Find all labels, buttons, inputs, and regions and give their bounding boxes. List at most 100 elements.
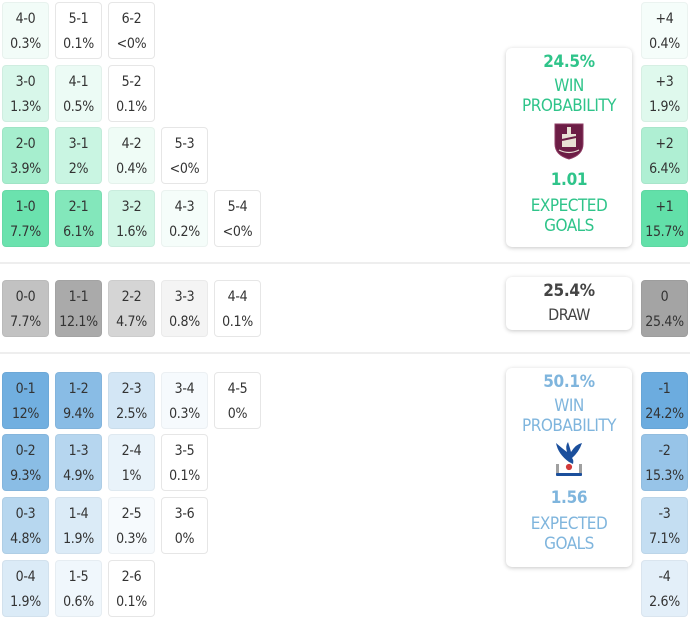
margin-cell-label: +1 xyxy=(655,199,674,215)
divider-bottom xyxy=(0,352,690,354)
margin-cell-label: -3 xyxy=(658,506,671,522)
margin-cell-label: +3 xyxy=(655,74,674,90)
score-cell-percent: 0.4% xyxy=(116,161,147,177)
margin-cell: +2 6.4% xyxy=(641,127,688,184)
score-cell-label: 5-2 xyxy=(121,74,142,90)
score-cell-percent: <0% xyxy=(116,36,147,52)
score-cell: 4-4 0.1% xyxy=(214,280,261,337)
score-cell-label: 4-2 xyxy=(121,136,142,152)
score-cell-percent: <0% xyxy=(222,224,253,240)
home-expected-goals: 1.01 xyxy=(550,170,588,190)
score-cell-percent: 12% xyxy=(11,406,40,422)
score-cell: 0-2 9.3% xyxy=(2,434,49,491)
score-cell: 2-6 0.1% xyxy=(108,560,155,617)
margin-cell-label: -2 xyxy=(658,443,671,459)
score-cell: 3-3 0.8% xyxy=(161,280,208,337)
score-cell-label: 2-4 xyxy=(121,443,142,459)
score-cell-percent: 0.1% xyxy=(169,468,200,484)
score-cell: 1-4 1.9% xyxy=(55,497,102,554)
score-cell-percent: 9.4% xyxy=(63,406,94,422)
score-cell: 0-1 12% xyxy=(2,372,49,429)
score-cell-label: 3-1 xyxy=(68,136,89,152)
score-cell-percent: 7.7% xyxy=(10,314,41,330)
score-cell-percent: 7.7% xyxy=(10,224,41,240)
score-cell-label: 2-6 xyxy=(121,569,142,585)
away-summary-card: 50.1% WIN PROBABILITY 1.56 EXPECTED GOAL… xyxy=(506,368,632,567)
score-cell-percent: 4.7% xyxy=(116,314,147,330)
home-xg-label: EXPECTED GOALS xyxy=(530,196,608,236)
score-cell-label: 1-5 xyxy=(68,569,89,585)
score-cell-label: 3-2 xyxy=(121,199,142,215)
score-cell-percent: 12.1% xyxy=(59,314,98,330)
away-win-probability: 50.1% xyxy=(543,372,595,392)
score-cell-label: 1-1 xyxy=(68,289,89,305)
margin-cell: -2 15.3% xyxy=(641,434,688,491)
score-cell: 3-2 1.6% xyxy=(108,190,155,247)
score-cell-percent: 4.8% xyxy=(10,531,41,547)
margin-cell-label: +4 xyxy=(655,11,674,27)
score-cell: 2-4 1% xyxy=(108,434,155,491)
score-cell: 6-2 <0% xyxy=(108,2,155,59)
score-cell: 2-5 0.3% xyxy=(108,497,155,554)
score-cell-label: 0-2 xyxy=(15,443,36,459)
score-cell: 1-3 4.9% xyxy=(55,434,102,491)
score-cell: 5-4 <0% xyxy=(214,190,261,247)
score-cell-label: 3-6 xyxy=(174,506,195,522)
away-expected-goals: 1.56 xyxy=(550,488,588,508)
score-cell-label: 4-3 xyxy=(174,199,195,215)
score-cell-percent: 0.1% xyxy=(116,99,147,115)
crystal-palace-crest-icon xyxy=(556,442,582,476)
score-cell-label: 3-0 xyxy=(15,74,36,90)
score-cell-percent: 1.9% xyxy=(10,594,41,610)
score-cell-label: 1-0 xyxy=(15,199,36,215)
score-cell: 3-4 0.3% xyxy=(161,372,208,429)
margin-cell: +3 1.9% xyxy=(641,65,688,122)
score-cell-percent: 0.3% xyxy=(10,36,41,52)
score-cell-label: 2-2 xyxy=(121,289,142,305)
margin-cell-percent: 0.4% xyxy=(649,36,680,52)
score-cell-percent: 4.9% xyxy=(63,468,94,484)
score-cell-percent: 3.9% xyxy=(10,161,41,177)
score-cell-label: 2-0 xyxy=(15,136,36,152)
score-cell-label: 1-4 xyxy=(68,506,89,522)
margin-cell-label: -4 xyxy=(658,569,671,585)
score-cell: 0-4 1.9% xyxy=(2,560,49,617)
home-win-label: WIN PROBABILITY xyxy=(521,76,617,116)
score-cell-percent: 0.3% xyxy=(169,406,200,422)
score-cell: 4-2 0.4% xyxy=(108,127,155,184)
margin-cell: -4 2.6% xyxy=(641,560,688,617)
score-cell-percent: 0.1% xyxy=(116,594,147,610)
score-cell: 3-6 0% xyxy=(161,497,208,554)
score-cell-percent: 0.6% xyxy=(63,594,94,610)
score-cell: 1-2 9.4% xyxy=(55,372,102,429)
score-cell-label: 2-1 xyxy=(68,199,89,215)
score-cell: 2-3 2.5% xyxy=(108,372,155,429)
score-cell: 5-1 0.1% xyxy=(55,2,102,59)
score-cell-label: 6-2 xyxy=(121,11,142,27)
score-cell-label: 3-4 xyxy=(174,381,195,397)
margin-cell-percent: 15.3% xyxy=(645,468,684,484)
draw-summary-card: 25.4% DRAW xyxy=(506,277,632,330)
score-cell: 3-0 1.3% xyxy=(2,65,49,122)
score-cell: 1-5 0.6% xyxy=(55,560,102,617)
score-cell-percent: 0% xyxy=(174,531,195,547)
score-cell-label: 0-4 xyxy=(15,569,36,585)
margin-cell: -1 24.2% xyxy=(641,372,688,429)
score-cell-percent: 1.3% xyxy=(10,99,41,115)
margin-cell: -3 7.1% xyxy=(641,497,688,554)
score-cell-percent: 0.2% xyxy=(169,224,200,240)
score-cell-percent: 1.6% xyxy=(116,224,147,240)
score-cell-percent: 6.1% xyxy=(63,224,94,240)
margin-cell: +1 15.7% xyxy=(641,190,688,247)
score-cell-percent: 0.1% xyxy=(63,36,94,52)
away-win-label: WIN PROBABILITY xyxy=(521,396,617,436)
margin-cell-percent: 15.7% xyxy=(645,224,684,240)
score-cell-label: 0-1 xyxy=(15,381,36,397)
score-cell: 2-1 6.1% xyxy=(55,190,102,247)
margin-cell-percent: 6.4% xyxy=(649,161,680,177)
away-xg-label: EXPECTED GOALS xyxy=(530,514,608,554)
score-cell-label: 3-3 xyxy=(174,289,195,305)
score-cell-percent: 0% xyxy=(227,406,248,422)
margin-cell-percent: 24.2% xyxy=(645,406,684,422)
margin-cell-label: +2 xyxy=(655,136,674,152)
